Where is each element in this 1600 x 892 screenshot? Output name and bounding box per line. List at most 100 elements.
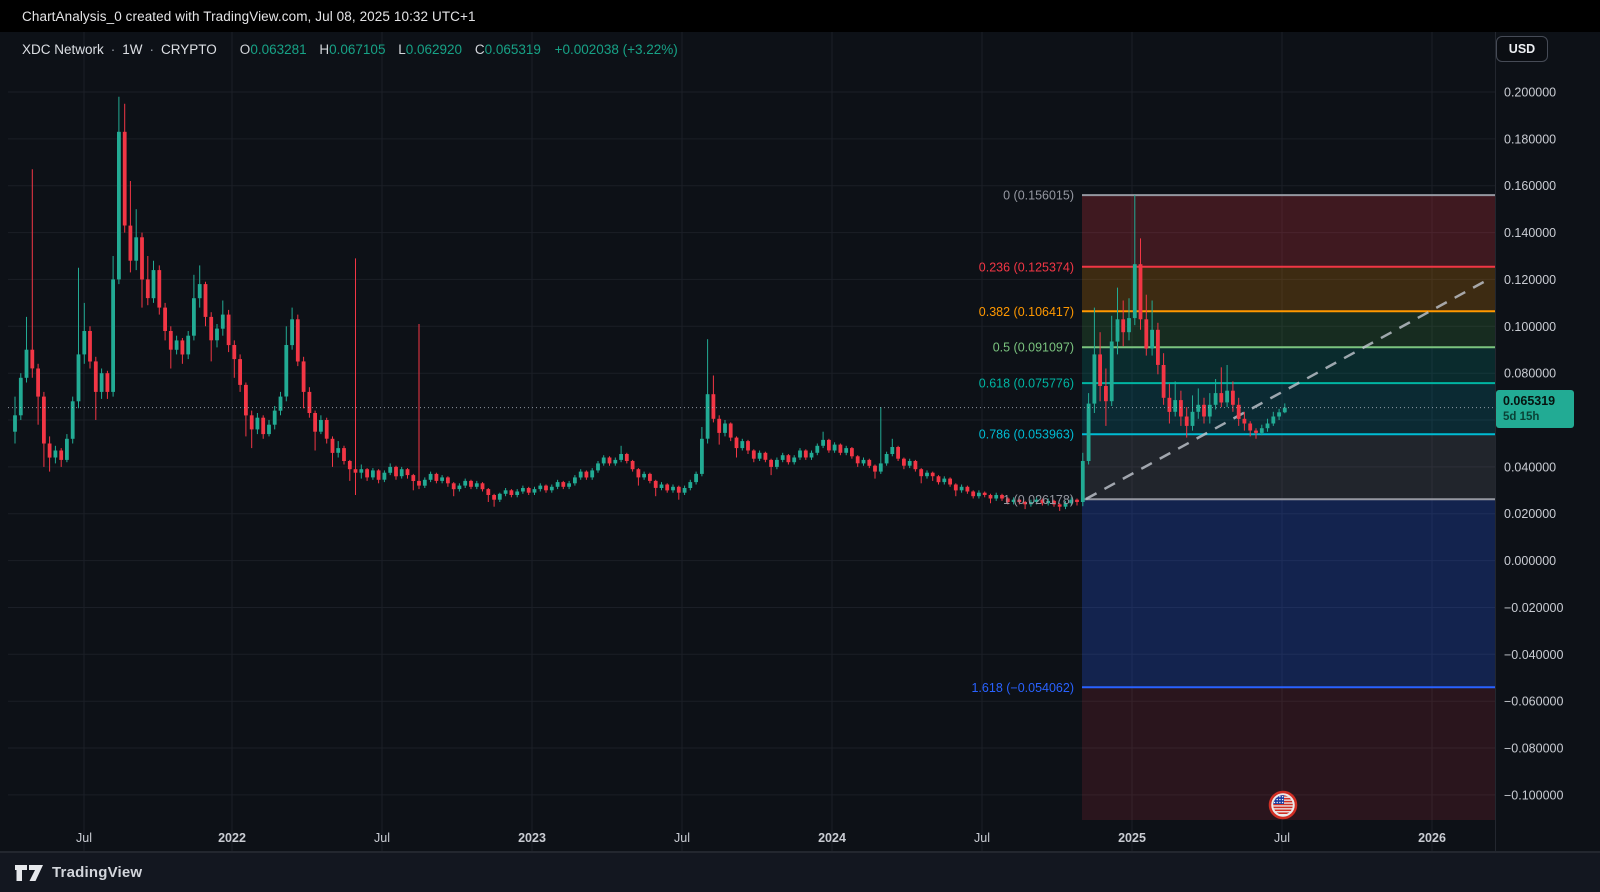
candle bbox=[376, 469, 381, 484]
price-axis-label: 0.200000 bbox=[1504, 86, 1556, 100]
candle bbox=[105, 370, 110, 399]
candle bbox=[896, 445, 900, 461]
candle bbox=[422, 477, 427, 488]
candle bbox=[359, 464, 364, 479]
candle bbox=[134, 209, 139, 271]
candle bbox=[521, 485, 525, 494]
candle bbox=[1156, 322, 1160, 375]
price-axis-label: 0.080000 bbox=[1504, 367, 1556, 381]
flag-marker-icon[interactable] bbox=[1268, 790, 1298, 820]
interval-label[interactable]: 1W bbox=[122, 42, 143, 57]
candle bbox=[850, 447, 854, 459]
time-axis[interactable]: Jul 2022 Jul 2023 Jul 2024 Jul 2025 Jul 2026 bbox=[76, 831, 1446, 845]
candle bbox=[405, 468, 410, 479]
candle bbox=[832, 442, 837, 453]
symbol-legend[interactable]: XDC Network · 1W · CRYPTO O0.063281 H0.0… bbox=[22, 42, 678, 57]
candle bbox=[1023, 500, 1027, 510]
candle bbox=[1219, 367, 1224, 408]
candle bbox=[578, 469, 583, 480]
candle bbox=[267, 420, 271, 437]
candle bbox=[734, 436, 739, 458]
candle bbox=[624, 452, 629, 464]
candle bbox=[844, 445, 849, 456]
candle bbox=[99, 368, 104, 399]
grid-layer bbox=[8, 32, 1495, 851]
candle bbox=[324, 417, 329, 444]
candle bbox=[780, 452, 785, 463]
candle bbox=[769, 458, 773, 476]
candlestick-series bbox=[13, 96, 1287, 511]
price-axis-label: −0.100000 bbox=[1504, 788, 1563, 802]
candle bbox=[76, 267, 81, 409]
candle bbox=[82, 302, 87, 364]
candle bbox=[434, 472, 439, 484]
price-axis-label: 0.140000 bbox=[1504, 226, 1556, 240]
candle bbox=[255, 413, 260, 435]
candle bbox=[313, 410, 317, 451]
candle bbox=[861, 457, 866, 466]
candle bbox=[197, 265, 202, 308]
candle bbox=[93, 356, 98, 420]
candle bbox=[174, 335, 179, 355]
candle bbox=[117, 96, 121, 285]
candle bbox=[47, 436, 52, 472]
candle bbox=[290, 307, 294, 350]
fib-level-label: 1 (0.026178) bbox=[1003, 493, 1074, 507]
candle bbox=[1138, 238, 1143, 330]
candle bbox=[803, 449, 808, 460]
candle bbox=[278, 391, 283, 416]
candle bbox=[913, 459, 918, 472]
candle bbox=[953, 483, 958, 497]
candle bbox=[1259, 424, 1264, 436]
fib-level-label: 1.618 (−0.054062) bbox=[971, 681, 1074, 695]
candle bbox=[700, 427, 704, 477]
candle bbox=[544, 484, 548, 493]
candle bbox=[988, 493, 993, 504]
fib-zone-fill bbox=[1082, 347, 1495, 384]
candle bbox=[1236, 397, 1241, 426]
candle bbox=[261, 415, 266, 439]
candle bbox=[399, 466, 404, 479]
price-axis-label: −0.060000 bbox=[1504, 695, 1563, 709]
fib-level-label: 0.786 (0.053963) bbox=[979, 428, 1074, 442]
candle bbox=[653, 479, 658, 497]
candle bbox=[168, 326, 173, 369]
candle bbox=[59, 448, 64, 467]
candle bbox=[676, 485, 681, 500]
fib-zone-fill bbox=[1082, 499, 1495, 688]
candle bbox=[573, 475, 577, 486]
candle bbox=[601, 455, 606, 466]
candle bbox=[440, 475, 444, 484]
tradingview-logo[interactable]: TradingView bbox=[14, 862, 142, 884]
trendline[interactable] bbox=[1085, 276, 1492, 501]
symbol-name[interactable]: XDC Network bbox=[22, 42, 104, 57]
candle bbox=[272, 406, 277, 430]
candle bbox=[1173, 381, 1178, 417]
candle bbox=[942, 476, 947, 485]
currency-usd-button[interactable]: USD bbox=[1496, 36, 1548, 62]
candle bbox=[1254, 428, 1258, 439]
candle bbox=[925, 470, 929, 479]
candle bbox=[1052, 499, 1056, 507]
candle bbox=[1265, 418, 1270, 432]
current-price-badge: 0.065319 5d 15h bbox=[1496, 390, 1574, 428]
price-axis[interactable]: 0.200000 0.180000 0.160000 0.140000 0.120000… bbox=[1504, 86, 1563, 803]
candle bbox=[457, 483, 462, 492]
fib-labels-layer: 0 (0.156015) 0.236 (0.125374) 0.382 (0.106… bbox=[971, 189, 1074, 695]
candle bbox=[42, 391, 46, 467]
candle bbox=[717, 415, 722, 445]
candle bbox=[1161, 353, 1166, 405]
candle bbox=[36, 363, 40, 425]
candle bbox=[503, 488, 508, 497]
candle bbox=[1098, 332, 1102, 402]
candle bbox=[532, 486, 537, 495]
price-axis-label: −0.020000 bbox=[1504, 601, 1563, 615]
price-axis-label: 0.000000 bbox=[1504, 554, 1556, 568]
candle bbox=[977, 490, 981, 499]
candle bbox=[792, 455, 797, 465]
candle bbox=[705, 339, 710, 444]
chart-title: ChartAnalysis_0 created with TradingView… bbox=[22, 8, 476, 24]
candle bbox=[919, 468, 924, 484]
